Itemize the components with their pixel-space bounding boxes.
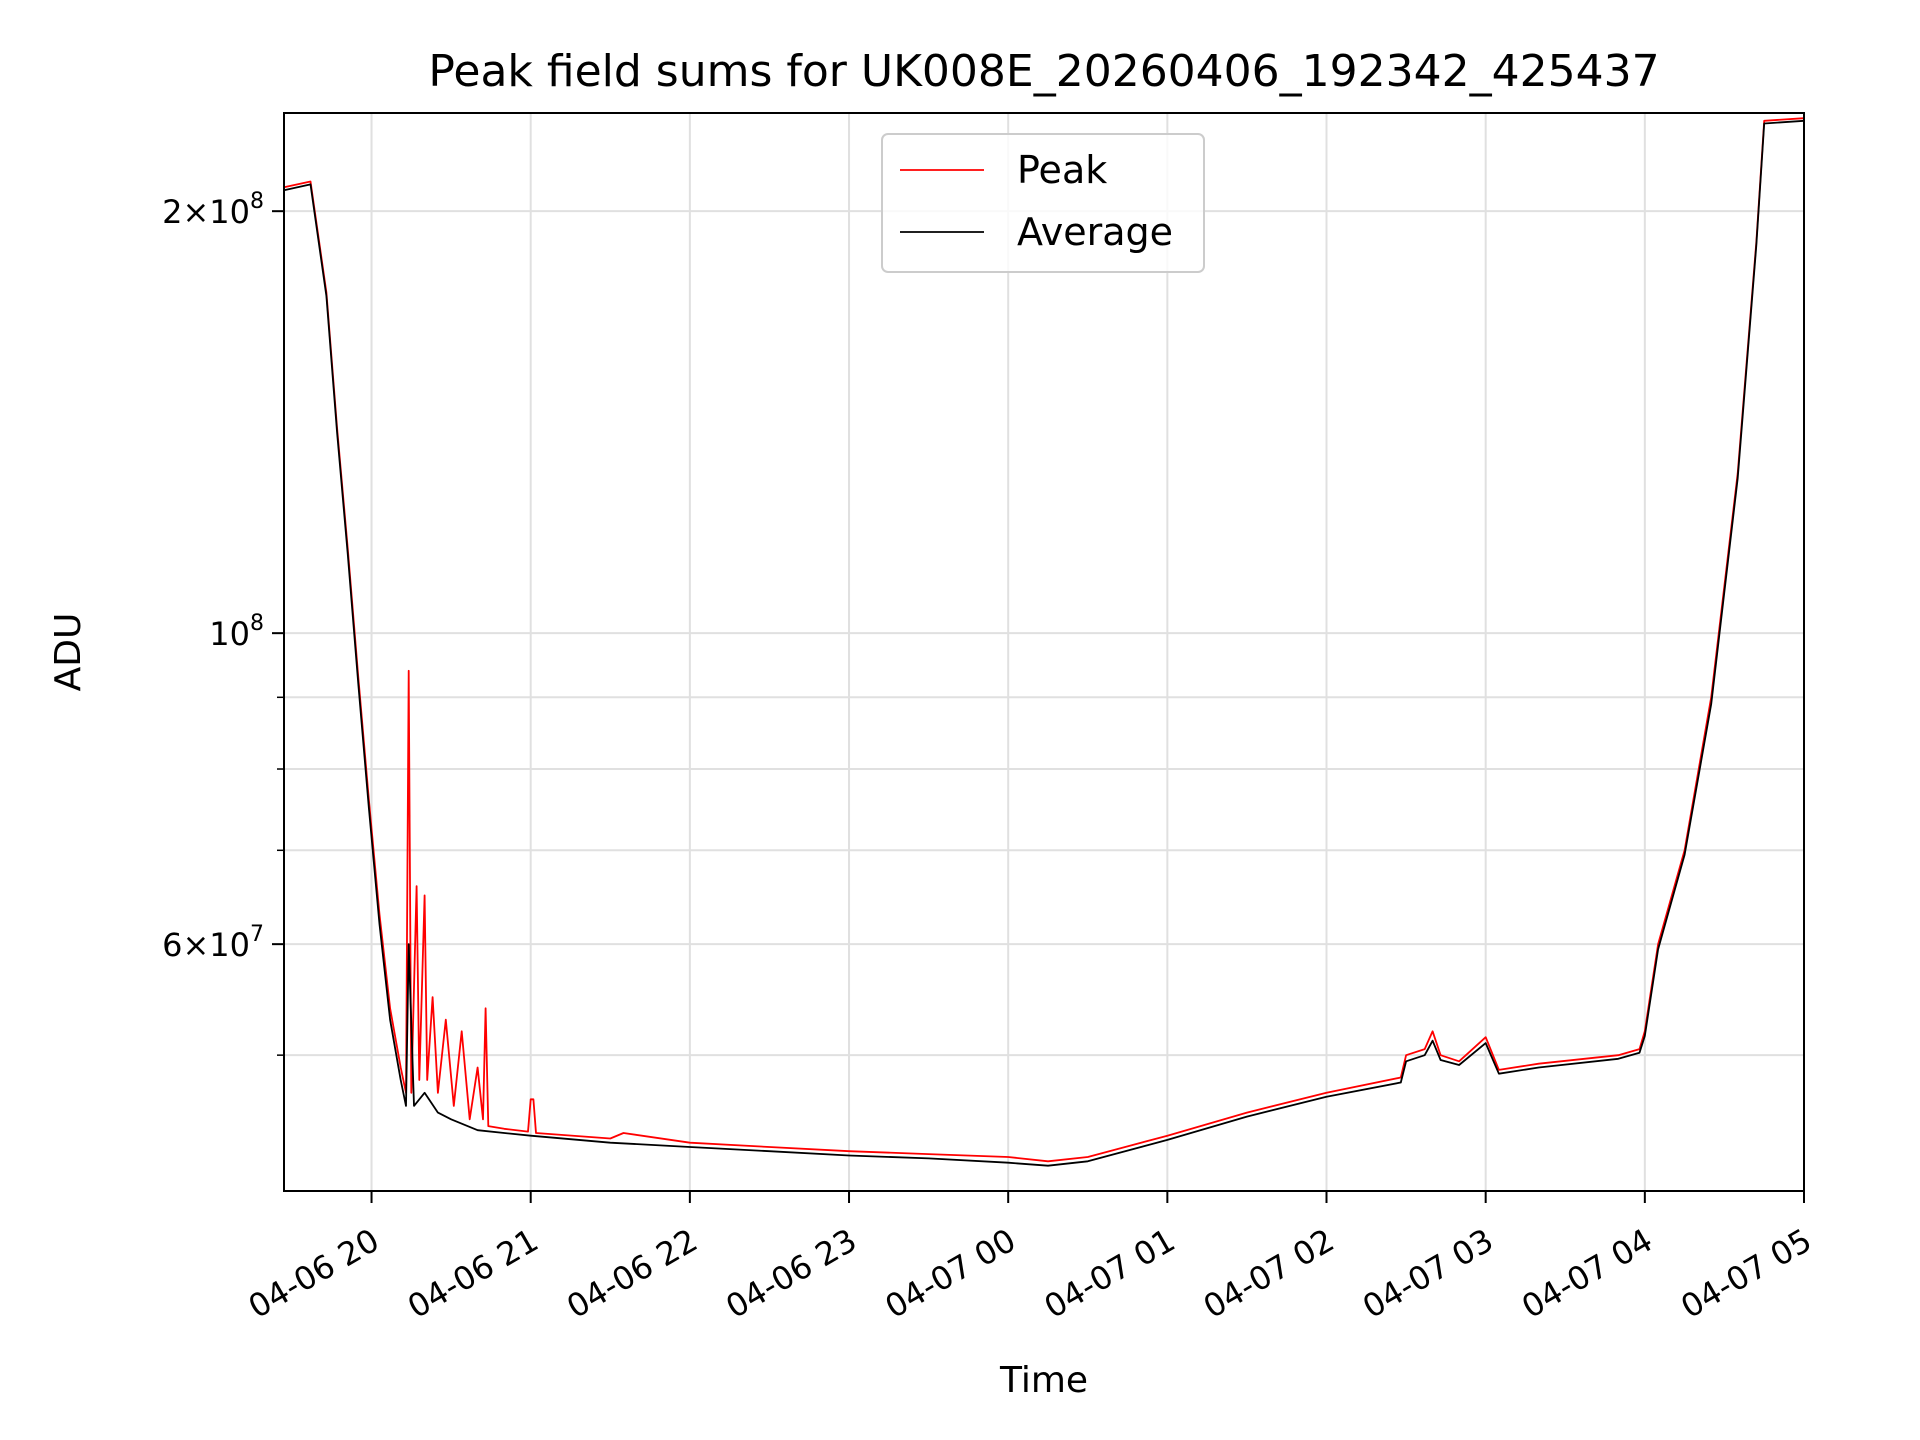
legend-label: Peak [1017, 148, 1107, 192]
series-line-peak [283, 117, 1805, 1163]
y-tick-label: 2×108 [162, 189, 264, 231]
y-axis-label: ADU [48, 613, 89, 692]
legend-box [881, 133, 1205, 273]
y-tick-label: 108 [209, 611, 264, 653]
series-line-average [283, 119, 1805, 1167]
series-layer [283, 117, 1805, 1167]
plot-frame [283, 112, 1805, 1192]
legend: Peak Average [881, 133, 1205, 273]
x-axis-label: Time [999, 1360, 1088, 1401]
legend-label: Average [1017, 210, 1173, 254]
chart-title: Peak field sums for UK008E_20260406_1923… [428, 46, 1659, 97]
y-tick-label: 6×107 [162, 922, 264, 964]
